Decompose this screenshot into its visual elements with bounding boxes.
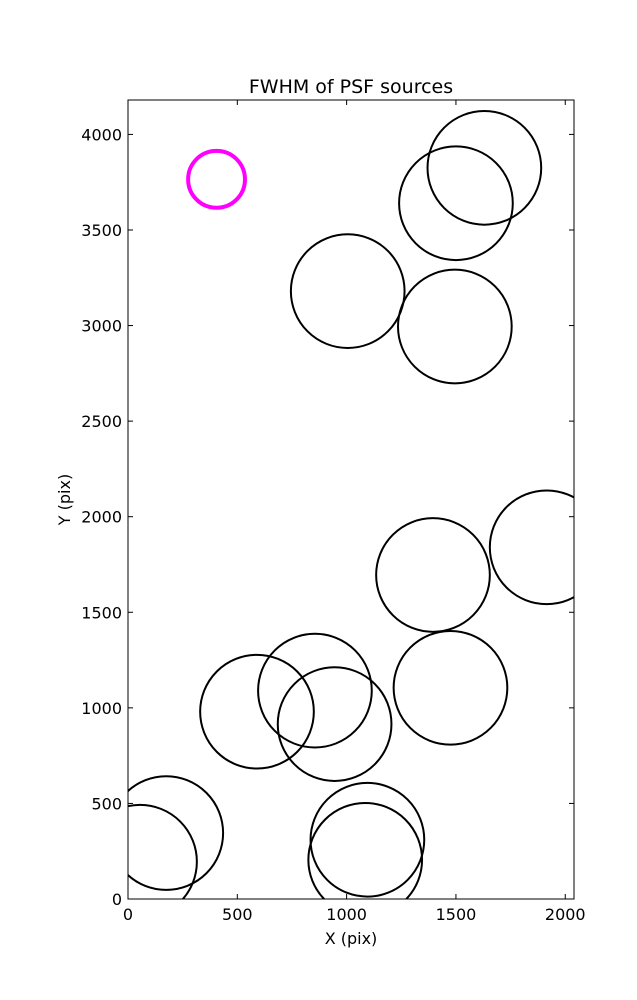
y-tick-label: 4000: [81, 125, 122, 144]
y-tick-label: 0: [112, 890, 122, 909]
x-axis-ticks: 0 500 1000 1500 2000: [123, 100, 586, 924]
psf-source-marker: [276, 666, 393, 782]
y-tick-label: 1000: [81, 699, 122, 718]
y-tick-label: 1500: [81, 603, 122, 622]
psf-source-marker: [309, 781, 426, 898]
y-tick-label: 3000: [81, 317, 122, 336]
psf-source-marker: [307, 801, 424, 899]
psf-source-marker: [289, 233, 406, 349]
markers-layer: [128, 110, 574, 899]
y-axis-label: Y (pix): [55, 474, 74, 526]
x-tick-label: 1500: [436, 905, 477, 924]
y-tick-label: 500: [91, 794, 122, 813]
psf-source-marker: [375, 517, 491, 633]
psf-source-marker: [488, 489, 574, 606]
psf-source-marker: [128, 775, 225, 891]
chart-title: FWHM of PSF sources: [249, 76, 453, 98]
psf-source-marker: [392, 629, 509, 746]
highlight-source-marker: [186, 148, 247, 210]
y-axis-ticks: 0 500 1000 1500 2000 2500 3000 3500 4000: [81, 125, 574, 909]
x-axis-label: X (pix): [325, 929, 378, 948]
plot-frame: [127, 99, 575, 900]
psf-source-marker: [398, 145, 514, 262]
psf-source-marker: [199, 653, 315, 770]
psf-source-marker: [128, 803, 198, 899]
x-tick-label: 500: [222, 905, 253, 924]
y-tick-label: 2000: [81, 508, 122, 527]
y-tick-label: 3500: [81, 221, 122, 240]
x-tick-label: 0: [123, 905, 133, 924]
psf-source-marker: [257, 632, 373, 749]
y-tick-label: 2500: [81, 412, 122, 431]
x-tick-label: 2000: [545, 905, 586, 924]
x-tick-label: 1000: [326, 905, 367, 924]
psf-source-marker: [397, 268, 513, 385]
psf-source-marker: [426, 110, 543, 226]
